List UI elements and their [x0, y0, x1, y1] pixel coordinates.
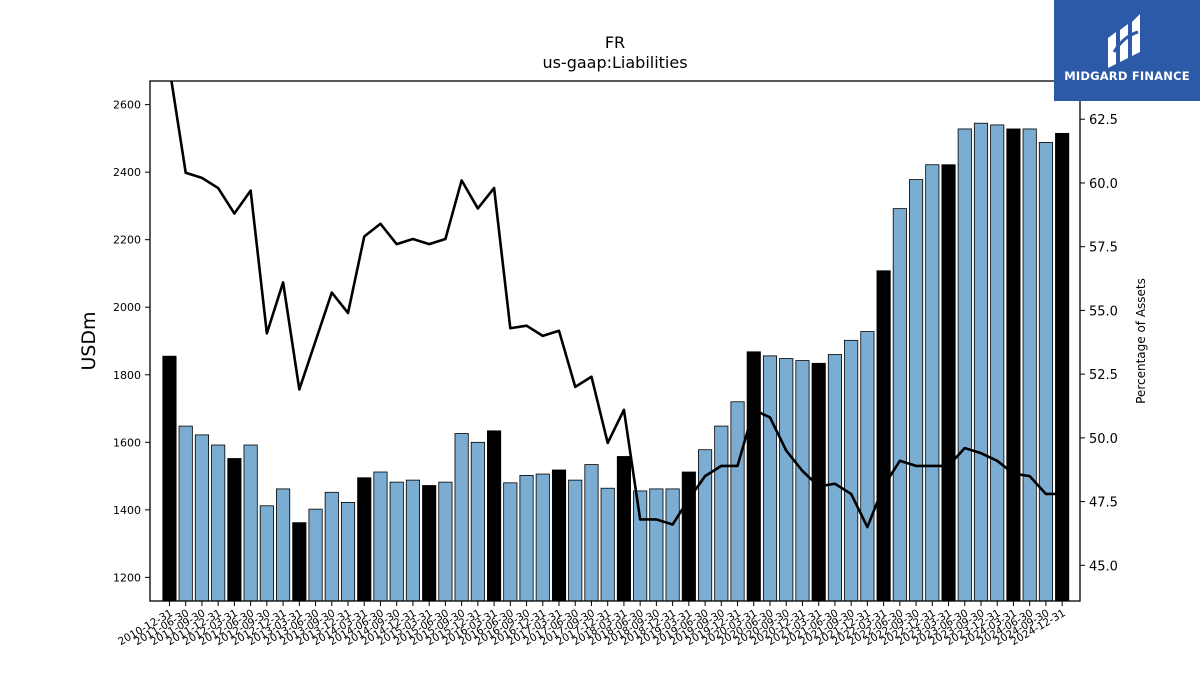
- bar-2013-09-30: [340, 501, 356, 601]
- bar-2016-06-30: [519, 474, 534, 601]
- bars-group: [162, 122, 1070, 601]
- chart-subtitle: us-gaap:Liabilities: [542, 53, 687, 72]
- y-tick-label: 1200: [113, 571, 141, 584]
- y-tick-label: 2000: [113, 301, 141, 314]
- bar-2011-03-31: [178, 425, 193, 601]
- bar-2023-03-31: [957, 128, 972, 601]
- bar-2024-03-31: [1022, 128, 1037, 601]
- y2-tick-label: 60.0: [1089, 177, 1118, 192]
- bar-2015-12-31: [487, 430, 502, 601]
- plot-frame: [149, 80, 1081, 602]
- bar-2023-06-30: [973, 122, 989, 601]
- bar-2023-09-30: [990, 124, 1005, 601]
- bar-2019-03-31: [698, 449, 713, 601]
- bar-2014-09-30: [405, 479, 420, 601]
- bar-2016-03-31: [503, 482, 518, 601]
- bar-2020-03-31: [762, 355, 778, 601]
- y-tick-label: 2600: [113, 99, 141, 112]
- logo-text: MIDGARD FINANCE: [1064, 69, 1190, 83]
- y2-tick-label: 57.5: [1089, 241, 1118, 256]
- bar-2018-03-31: [633, 490, 648, 601]
- bar-2024-06-30: [1038, 142, 1053, 601]
- bar-2019-09-30: [730, 401, 745, 601]
- axes-group: 1200 1400 1600 1800 2000 2200 2400 2600 45.0 47.5…: [113, 80, 1118, 648]
- percentage-line-group: [170, 81, 1063, 529]
- bar-2018-06-30: [649, 488, 664, 601]
- bar-2014-12-31: [422, 485, 437, 601]
- y2-tick-label: 45.0: [1089, 559, 1118, 574]
- y-tick-label: 1800: [113, 369, 141, 382]
- bar-2022-06-30: [909, 179, 924, 601]
- y-tick-label: 1600: [113, 436, 141, 449]
- bar-2021-06-30: [844, 339, 859, 601]
- bar-2011-06-30: [194, 434, 209, 601]
- y2-tick-label: 47.5: [1089, 496, 1118, 511]
- bar-2024-09-30: [1055, 132, 1070, 601]
- bar-2015-03-31: [438, 481, 453, 601]
- bar-2012-03-31: [243, 444, 258, 601]
- y-tick-label: 2200: [113, 234, 141, 247]
- bar-2021-03-31: [827, 354, 842, 601]
- bar-2017-03-31: [568, 479, 583, 601]
- y-axis-label: USDm: [78, 311, 100, 370]
- brand-logo: MIDGARD FINANCE: [1054, 0, 1200, 101]
- chart-title: FR: [605, 33, 625, 52]
- bar-2012-09-30: [276, 488, 291, 601]
- y-tick-label: 2400: [113, 166, 141, 179]
- bar-2012-06-30: [259, 505, 274, 601]
- midgard-logo-icon: [1108, 14, 1140, 68]
- bar-2020-06-30: [779, 358, 794, 601]
- bar-2017-09-30: [600, 487, 615, 601]
- bar-2011-09-30: [211, 444, 226, 601]
- bar-2016-09-30: [535, 473, 550, 601]
- bar-2021-09-30: [860, 331, 875, 601]
- bar-2015-09-30: [470, 441, 485, 601]
- y-tick-label: 1400: [113, 504, 141, 517]
- bar-2017-12-31: [616, 456, 631, 601]
- bar-2012-12-31: [292, 522, 307, 601]
- y2-tick-label: 62.5: [1089, 113, 1118, 128]
- bar-2011-12-31: [227, 458, 242, 601]
- bar-2020-09-30: [795, 360, 810, 601]
- bar-2022-03-31: [892, 208, 907, 601]
- bar-2013-12-31: [357, 477, 372, 601]
- y2-tick-label: 55.0: [1089, 304, 1118, 319]
- percentage-line: [170, 81, 1063, 529]
- y2-axis-label: Percentage of Assets: [1134, 278, 1148, 404]
- bar-2019-12-31: [746, 351, 761, 601]
- bar-2013-03-31: [308, 508, 323, 601]
- bar-2021-12-31: [876, 270, 891, 601]
- bar-2022-09-30: [925, 164, 940, 601]
- y2-tick-label: 50.0: [1089, 432, 1118, 447]
- bar-2020-12-31: [811, 362, 826, 601]
- bar-2022-12-31: [941, 164, 956, 601]
- bar-2014-06-30: [389, 481, 404, 601]
- bar-2010-12-31: [162, 355, 177, 601]
- bar-2013-06-30: [324, 491, 339, 601]
- bar-2019-06-30: [714, 425, 729, 601]
- bar-2023-12-31: [1006, 128, 1021, 601]
- bar-2017-06-30: [584, 464, 599, 601]
- bar-2016-12-31: [551, 469, 567, 601]
- bar-2015-06-30: [454, 433, 469, 601]
- bar-2018-09-30: [665, 488, 680, 601]
- y2-tick-label: 52.5: [1089, 368, 1118, 383]
- bar-2014-03-31: [373, 471, 388, 601]
